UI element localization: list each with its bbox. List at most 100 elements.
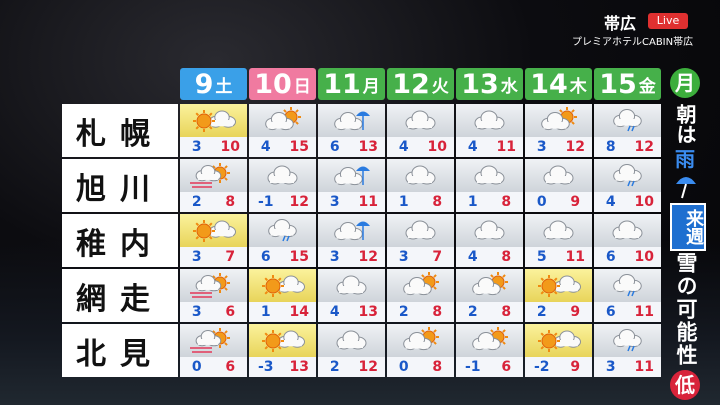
max-temp: 12 [358,359,378,375]
cloud [403,332,432,351]
sun-ray [208,235,213,240]
sun-ray [490,329,494,333]
rain [627,180,635,187]
min-temp: 0 [191,359,202,375]
cloud-part [197,339,219,345]
cloud [336,275,367,295]
weather-icon-cell [180,214,247,247]
weather-icon-cell [456,214,523,247]
day-date: 14 [530,68,568,100]
temp-cell: 6 15 [249,247,316,267]
max-temp: 8 [225,194,236,210]
weather-icon-cell [594,104,661,137]
cloud [195,330,222,347]
day-weekday: 木 [569,76,587,97]
sun-ray [571,109,575,113]
max-temp: 8 [501,304,512,320]
umbrella-icon [676,177,696,199]
sun-ray [433,274,437,278]
min-temp: 6 [605,249,616,265]
fog [190,182,212,188]
max-temp: 8 [501,194,512,210]
fog [190,347,212,353]
weather-icon [267,165,298,185]
city-name: 網走 [62,269,178,322]
weather-icon-cell [594,159,661,192]
day-date: 9 [194,68,214,100]
weather-icon-cell [180,104,247,137]
cloud-part [543,122,567,129]
sun-ray [490,274,494,278]
sun-ray [212,165,216,169]
sun-ray [224,330,228,334]
weather-icon [613,108,642,132]
sun-ray [433,329,437,333]
sun-ray [283,109,287,113]
weather-icon-cell [456,269,523,302]
day-badge: 月 [670,68,700,98]
temp-cell: 5 11 [525,247,592,267]
day-date: 10 [254,68,292,100]
min-temp: 4 [260,139,271,155]
cloud-part [336,177,360,184]
weather-icon-cell [525,269,592,302]
cloud-part [408,231,432,238]
cloud-part [339,286,363,293]
max-temp: 9 [570,304,581,320]
temp-cell: 3 10 [180,137,247,157]
day-header: 10 日 [249,68,316,100]
cloud-part [408,176,432,183]
max-temp: 11 [634,304,654,320]
temp-cell: 4 11 [456,137,523,157]
max-temp: 13 [358,139,378,155]
max-temp: 11 [358,194,378,210]
cloud-part [546,176,570,183]
min-temp: 8 [605,139,616,155]
min-temp: 4 [398,139,409,155]
weather-icon-cell [387,159,454,192]
max-temp: 15 [289,139,309,155]
min-temp: 3 [191,304,202,320]
max-temp: 13 [289,359,309,375]
min-temp: 5 [536,249,547,265]
weather-icon [334,166,370,186]
day-weekday: 金 [638,76,656,97]
sun-ray [195,125,200,130]
sun-ray [540,332,545,337]
weather-icon [334,111,370,131]
day-date: 13 [461,68,499,100]
day-header: 15 金 [594,68,661,100]
umbrella [356,111,370,116]
day-date: 11 [323,68,361,100]
sun-ray [264,290,269,295]
sun-ray [224,287,228,291]
weather-icon-cell [318,324,385,357]
weather-icon [405,110,436,130]
min-temp: 6 [260,249,271,265]
cloud [541,112,570,131]
cloud-part [211,230,233,237]
cloud-part [556,285,578,292]
min-temp: 3 [191,249,202,265]
sun-ray [208,112,213,117]
weather-icon [474,165,505,185]
weather-icon [472,327,508,351]
cloud [613,163,642,183]
max-temp: 9 [570,359,581,375]
weather-icon [613,328,642,352]
max-temp: 10 [634,194,654,210]
weather-icon [538,275,581,297]
weather-icon [193,110,236,132]
weather-icon [613,273,642,297]
cloud-part [546,231,570,238]
day-header: 13 水 [456,68,523,100]
cloud [403,277,432,296]
temp-cell: 4 10 [594,192,661,212]
weather-icon [336,275,367,295]
city-lights [0,240,720,405]
weather-icon-cell [525,159,592,192]
weather-icon [543,165,574,185]
min-temp: 4 [467,139,478,155]
